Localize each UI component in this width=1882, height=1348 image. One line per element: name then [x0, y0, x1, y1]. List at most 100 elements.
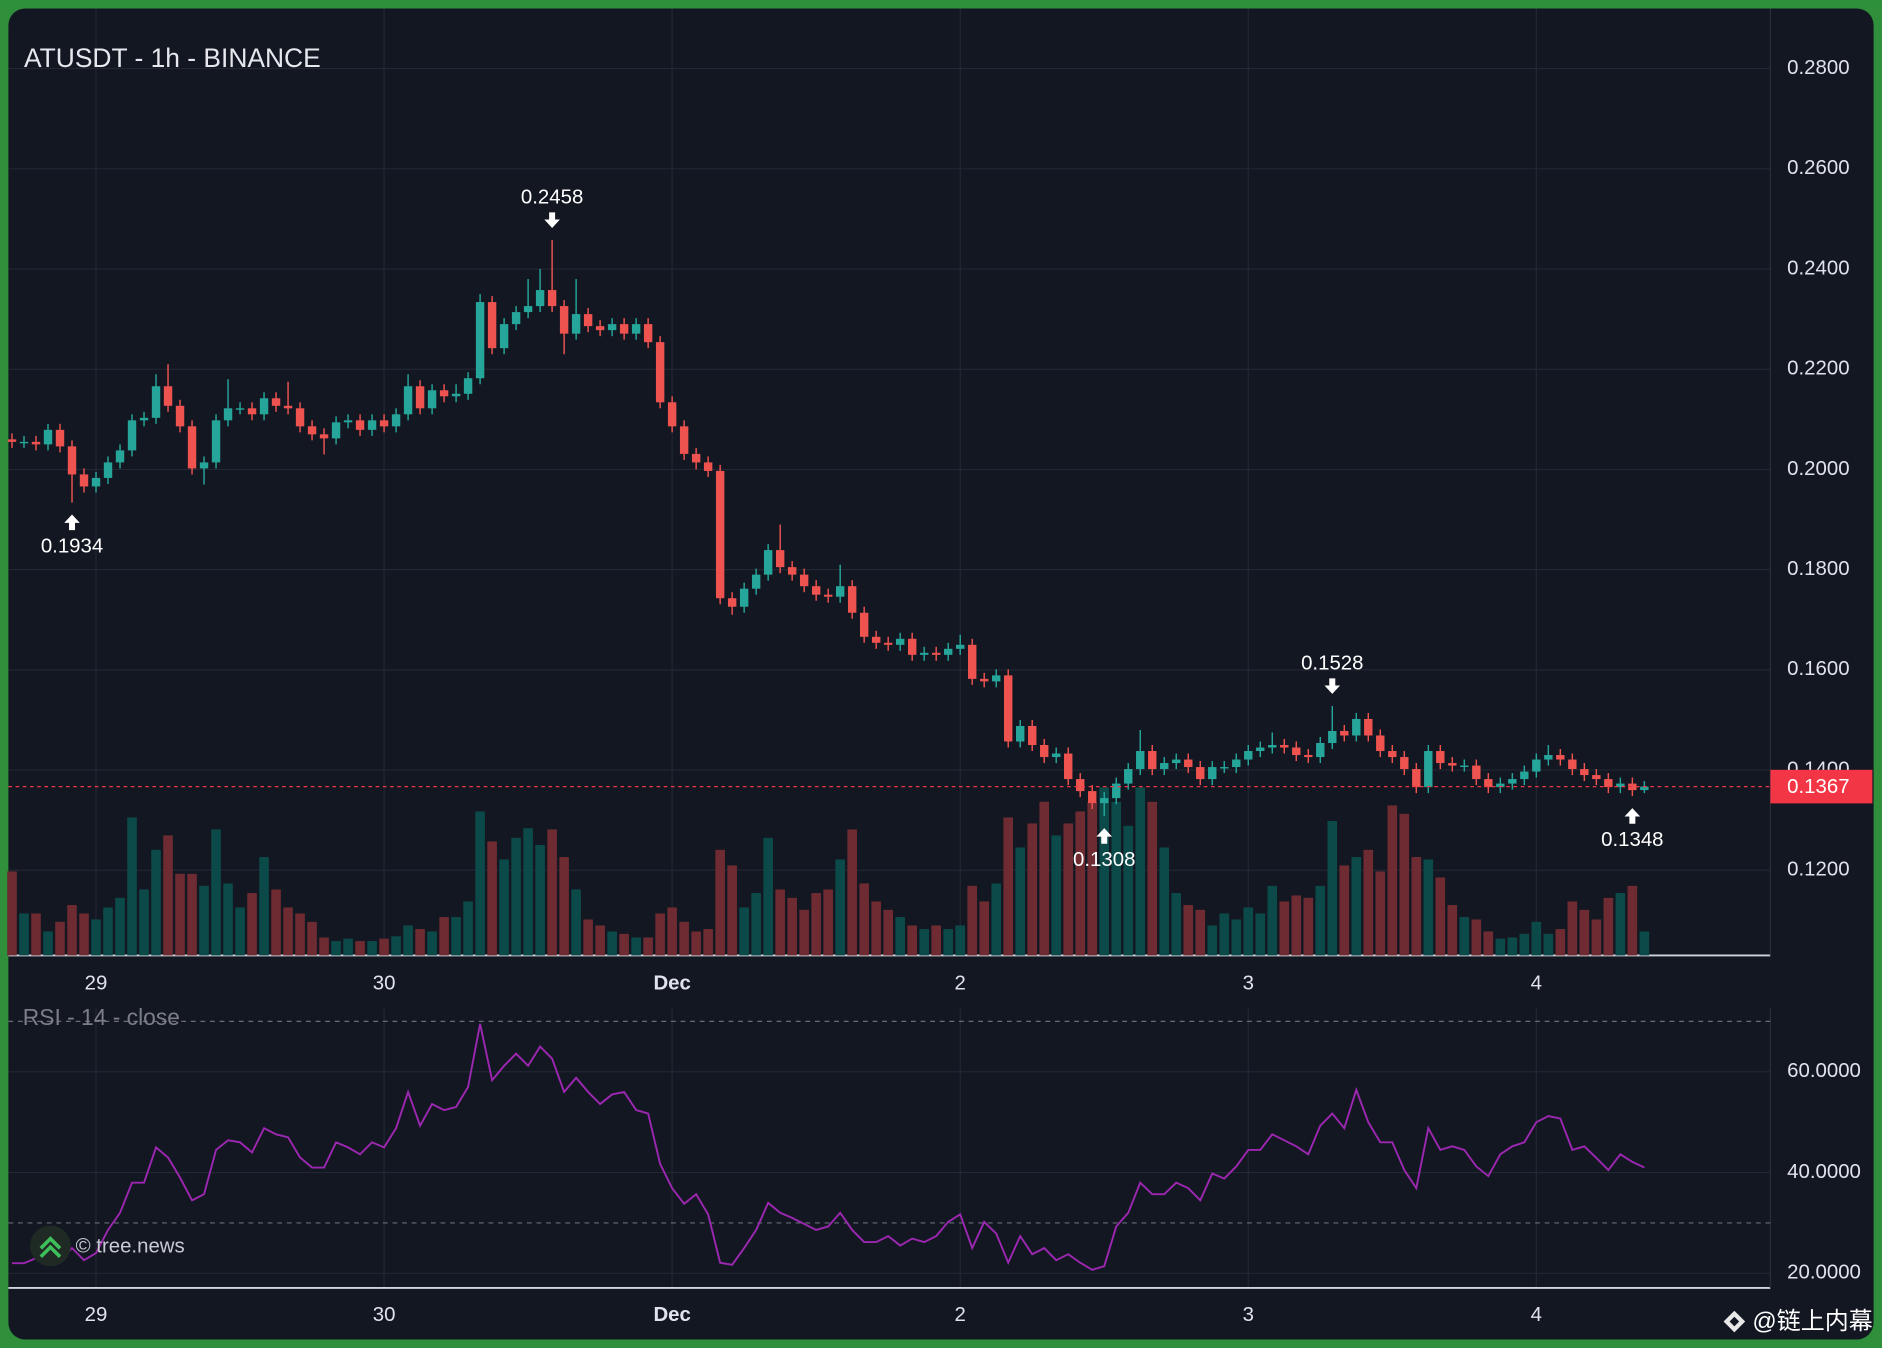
candle-body [1268, 745, 1277, 748]
candle-body [823, 594, 833, 597]
candle-body [859, 612, 869, 637]
volume-bar [439, 917, 449, 956]
x-tick-label: 2 [955, 1304, 966, 1326]
volume-bar [1567, 901, 1578, 956]
volume-bar [427, 931, 437, 956]
volume-bar [1171, 893, 1182, 956]
high-label: 0.1528 [1301, 652, 1363, 674]
candle-body [1568, 759, 1577, 770]
volume-bar [919, 929, 929, 956]
candle-body [931, 652, 941, 655]
candle-body [331, 422, 341, 439]
candle-body [1460, 765, 1469, 767]
y-tick-label: 60.0000 [1787, 1060, 1861, 1082]
volume-bar [1531, 921, 1542, 956]
volume-bar [1519, 933, 1530, 956]
candle-body [1124, 769, 1133, 784]
y-tick-label: 40.0000 [1787, 1161, 1861, 1183]
candle-body [187, 426, 197, 469]
volume-bar [1255, 913, 1266, 956]
volume-bar [1219, 913, 1230, 956]
candle-body [115, 450, 125, 463]
candle-body [1040, 745, 1049, 758]
volume-bar [895, 917, 905, 956]
low-arrow [1624, 808, 1641, 824]
volume-bar [163, 835, 173, 956]
candle-body [79, 474, 89, 487]
volume-bar [475, 811, 485, 956]
candle-body [667, 402, 677, 427]
volume-bar [451, 917, 461, 956]
volume-bar [1399, 813, 1410, 956]
candle-body [871, 636, 881, 643]
volume-bar [1375, 871, 1386, 956]
volume-bar [55, 921, 65, 956]
candle-body [595, 326, 605, 331]
candle-body [1244, 751, 1253, 760]
candle-body [19, 441, 29, 444]
candle-body [1304, 755, 1313, 758]
candle-body [547, 290, 557, 307]
x-tick-label: 30 [373, 973, 396, 995]
candle-body [151, 386, 161, 418]
volume-bar [187, 873, 197, 956]
candle-body [175, 405, 185, 427]
last-price-box [1770, 769, 1873, 804]
volume-bar [559, 857, 569, 956]
volume-bar [199, 885, 209, 956]
volume-bar [1207, 925, 1218, 956]
candle-body [1136, 751, 1145, 770]
volume-bar [883, 909, 893, 956]
volume-bar [1135, 787, 1146, 956]
volume-bar [571, 889, 581, 956]
x-tick-label: 30 [373, 1304, 396, 1326]
candle-body [1580, 769, 1589, 776]
candle-body [1364, 718, 1373, 736]
high-arrow [544, 212, 560, 228]
candle-body [1184, 759, 1193, 768]
volume-bar [19, 913, 29, 956]
volume-bar [1327, 821, 1338, 956]
low-arrow [64, 514, 80, 531]
candle-body [1100, 798, 1109, 804]
candle-body [283, 405, 293, 409]
volume-bar [835, 859, 845, 956]
volume-bar [1339, 865, 1350, 956]
volume-bar [499, 859, 509, 956]
low-arrow [1096, 828, 1113, 844]
volume-bar [1123, 825, 1134, 956]
candle-body [847, 586, 857, 613]
volume-bar [631, 937, 641, 956]
candle-body [691, 453, 701, 463]
volume-bar [619, 933, 629, 956]
candle-body [727, 598, 737, 607]
candle-body [523, 306, 533, 313]
candle-body [427, 390, 437, 409]
candle-body [223, 408, 233, 421]
volume-bar [271, 889, 281, 956]
candle-body [1388, 751, 1397, 758]
volume-bar [127, 817, 137, 956]
candle-body [607, 324, 617, 331]
candle-body [1592, 775, 1601, 780]
volume-bar [247, 893, 257, 956]
candle-body [643, 324, 653, 343]
volume-bar [1507, 937, 1518, 956]
candle-body [67, 446, 77, 475]
candle-body [703, 462, 713, 471]
volume-bar [583, 919, 593, 956]
x-tick-label: Dec [653, 1304, 690, 1326]
volume-bar [235, 907, 245, 956]
volume-bar [991, 883, 1002, 956]
x-tick-label: 4 [1531, 973, 1542, 995]
volume-bar [1279, 901, 1290, 956]
candle-body [355, 420, 365, 430]
candle-body [811, 586, 821, 595]
volume-bar [943, 929, 954, 956]
candle-body [968, 644, 977, 679]
candle-body [1112, 783, 1121, 799]
candle-body [956, 644, 965, 649]
credit-icon [1723, 1310, 1746, 1333]
volume-bar [1639, 931, 1650, 956]
